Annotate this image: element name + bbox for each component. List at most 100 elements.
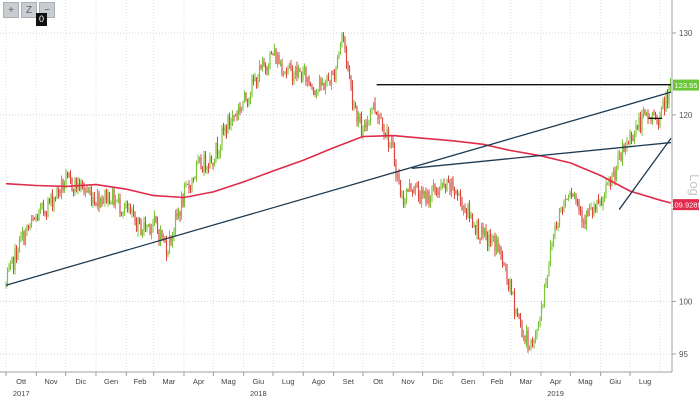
candle-body [627, 143, 630, 144]
candle-body [224, 126, 226, 132]
candle-body [425, 191, 427, 203]
candle-body [474, 225, 477, 235]
candle-body [95, 203, 97, 206]
candle-body [609, 180, 612, 186]
candle-body [615, 168, 618, 181]
candle-body [192, 178, 195, 180]
candle-body [176, 213, 178, 217]
candle-body [281, 63, 283, 74]
candle-body [396, 173, 399, 177]
candle-body [386, 129, 388, 136]
y-tick-label: 120 [679, 111, 693, 120]
candle-body [530, 339, 532, 348]
candle-body [98, 193, 100, 207]
candle-body [306, 76, 309, 83]
candle-body [201, 168, 204, 172]
candle-body [279, 63, 282, 65]
candle-body [252, 78, 255, 82]
x-tick-label: Mag [221, 377, 236, 386]
candle-body [188, 184, 190, 189]
candle-body [182, 197, 184, 207]
candle-body [17, 252, 19, 260]
candle-body [230, 121, 232, 126]
candle-body [578, 201, 580, 211]
candle-body [344, 37, 346, 50]
candle-body [594, 206, 597, 211]
candle-body [525, 330, 528, 342]
candle-body [285, 71, 288, 73]
candle-body [161, 229, 163, 240]
candle-body [314, 91, 316, 95]
y-tick-label: 130 [679, 29, 693, 38]
candle-body [5, 283, 7, 286]
candle-body [36, 216, 39, 221]
candle-body [582, 220, 585, 223]
candle-body [453, 188, 456, 194]
candle-body [266, 68, 268, 71]
candle-body [194, 176, 196, 179]
candle-body [170, 235, 172, 242]
candle-body [20, 235, 22, 237]
candle-body [377, 114, 379, 120]
candle-body [662, 100, 664, 107]
candle-body [567, 197, 570, 200]
candle-body [317, 90, 319, 92]
candle-body [614, 171, 616, 181]
x-tick-label: Feb [490, 377, 503, 386]
candle-body [458, 193, 460, 196]
candle-body [141, 230, 144, 236]
candle-body [452, 178, 454, 189]
candle-body [183, 186, 186, 207]
candle-body [11, 256, 13, 262]
candle-body [339, 43, 342, 52]
candle-body [147, 224, 150, 226]
candle-body [417, 185, 420, 197]
x-tick-label: Lug [639, 377, 652, 386]
candle-body [264, 64, 267, 69]
candle-body [548, 263, 550, 275]
candle-body [167, 253, 169, 256]
candle-body [6, 271, 9, 284]
candle-body [668, 88, 670, 105]
candle-body [348, 67, 351, 76]
trend-line [411, 141, 672, 169]
candle-body [276, 55, 279, 64]
x-tick-label: Nov [44, 377, 58, 386]
candle-body [600, 201, 603, 206]
candle-body [336, 59, 339, 68]
candle-body [518, 314, 520, 319]
candle-body [573, 194, 576, 197]
candle-body [294, 67, 297, 77]
candle-body [42, 203, 45, 212]
candle-body [104, 190, 106, 201]
zoom-in-button[interactable]: + [3, 2, 19, 18]
candle-body [270, 53, 273, 55]
price-marker-label: 109.9289 [670, 201, 700, 210]
zoom-reset-button[interactable]: Z [21, 2, 37, 18]
candle-body [390, 140, 393, 144]
candle-body [96, 193, 99, 206]
candle-body [584, 220, 586, 225]
x-tick-label: Apr [550, 377, 562, 386]
candle-body [363, 124, 366, 131]
candle-body [579, 210, 582, 212]
x-tick-label: Set [343, 377, 355, 386]
candle-body [557, 226, 559, 228]
candle-body [140, 221, 142, 236]
candle-body [551, 245, 553, 247]
candle-body [146, 225, 148, 229]
candle-body [93, 197, 96, 204]
year-label: 2018 [250, 389, 267, 398]
candle-body [599, 201, 601, 203]
candle-body [234, 115, 237, 117]
candle-body [26, 225, 28, 231]
candle-body [660, 106, 663, 114]
candle-body [666, 94, 669, 105]
candle-body [612, 171, 615, 176]
candle-body [371, 107, 373, 110]
candle-body [177, 212, 180, 217]
candle-body [114, 200, 117, 205]
chart-toolbar: + Z − [3, 2, 55, 20]
candle-body [461, 200, 463, 211]
